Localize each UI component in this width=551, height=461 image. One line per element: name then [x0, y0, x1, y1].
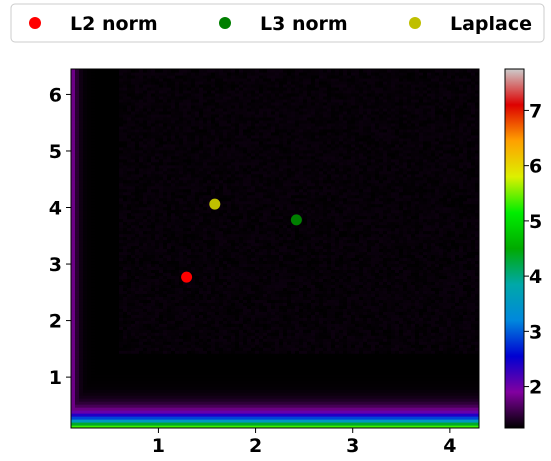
- heatmap-cell: [207, 69, 212, 73]
- heatmap-cell: [143, 69, 148, 73]
- heatmap-cell: [79, 69, 84, 73]
- heatmap-cell: [195, 69, 200, 73]
- heatmap-cell: [179, 69, 184, 73]
- heatmap-cell: [135, 69, 140, 73]
- plot-area: [71, 69, 480, 429]
- heatmap-cell: [91, 69, 96, 73]
- legend-marker-l2-norm: [29, 17, 41, 29]
- heatmap-cell: [71, 69, 76, 73]
- heatmap-cell: [163, 69, 168, 73]
- heatmap-cell: [147, 69, 152, 73]
- heatmap-cell: [167, 69, 172, 73]
- heatmap-cell: [87, 69, 92, 73]
- legend-marker-l3-norm: [219, 17, 231, 29]
- heatmap-cell: [75, 69, 80, 73]
- heatmap-cell: [223, 69, 228, 73]
- heatmap-cell: [187, 69, 192, 73]
- legend-label-laplace: Laplace: [450, 13, 532, 35]
- legend: L2 norm L3 norm Laplace: [11, 4, 544, 42]
- heatmap-cells: [71, 69, 480, 429]
- heatmap-cell: [175, 69, 180, 73]
- heatmap-cell: [107, 69, 112, 73]
- heatmap-cell: [103, 69, 108, 73]
- heatmap-cell: [231, 69, 236, 73]
- heatmap-cell: [215, 69, 220, 73]
- heatmap-cell: [123, 69, 128, 73]
- heatmap-cell: [211, 69, 216, 73]
- legend-label-l2-norm: L2 norm: [70, 13, 158, 35]
- heatmap-cell: [199, 69, 204, 73]
- heatmap-cell: [115, 69, 120, 73]
- heatmap-cell: [183, 69, 188, 73]
- heatmap-cell: [191, 69, 196, 73]
- heatmap-cell: [219, 69, 224, 73]
- heatmap-cell: [83, 69, 88, 73]
- heatmap-cell: [99, 69, 104, 73]
- heatmap-cell: [111, 69, 116, 73]
- legend-marker-laplace: [409, 17, 421, 29]
- heatmap-cell: [227, 69, 232, 73]
- heatmap-cell: [139, 69, 144, 73]
- heatmap-cell: [203, 69, 208, 73]
- legend-label-l3-norm: L3 norm: [260, 13, 348, 35]
- heatmap-cell: [119, 69, 124, 73]
- heatmap-cell: [127, 69, 132, 73]
- heatmap-cell: [95, 69, 100, 73]
- heatmap-cell: [171, 69, 176, 73]
- heatmap-cell: [131, 69, 136, 73]
- heatmap-cell: [159, 69, 164, 73]
- heatmap-cell: [151, 69, 156, 73]
- heatmap-cell: [155, 69, 160, 73]
